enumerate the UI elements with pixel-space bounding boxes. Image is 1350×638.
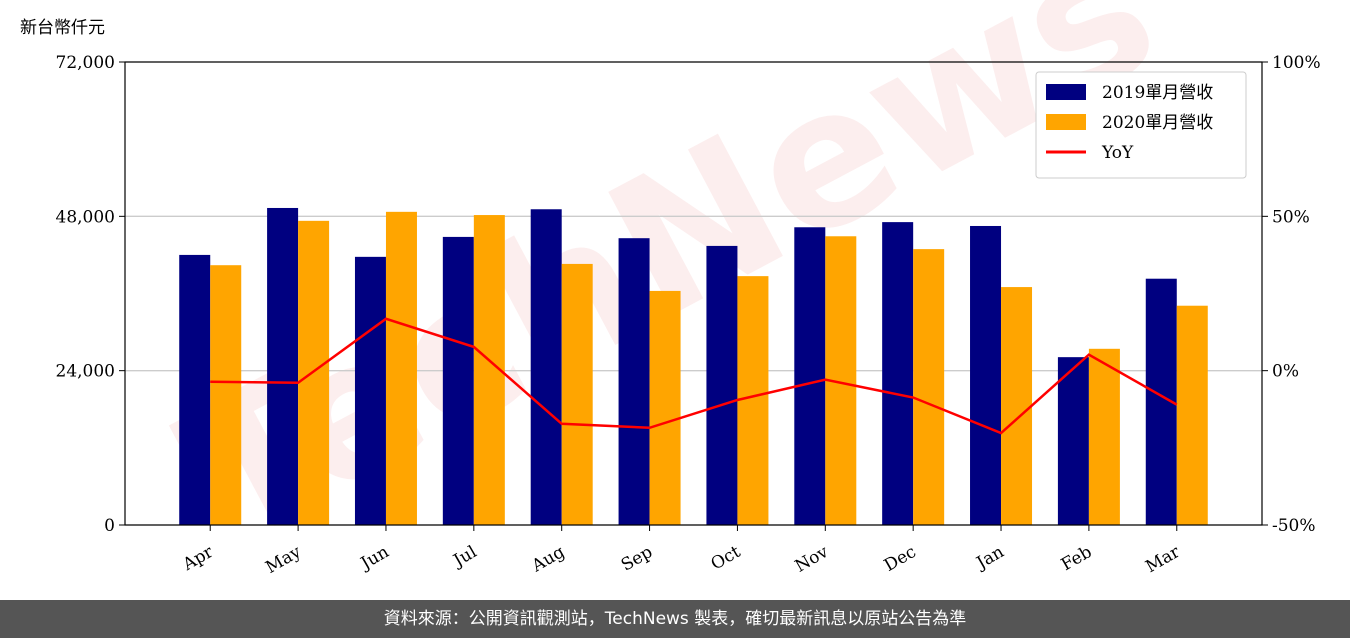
bar [267,207,299,525]
bar [737,276,769,525]
bar [649,290,681,525]
x-tick-label: Jun [356,542,393,575]
bar [618,238,650,526]
x-tick-label: Mar [1142,542,1184,578]
legend-box [1035,71,1247,179]
bar [210,265,242,525]
bar [530,209,562,526]
bar [1088,348,1120,525]
chart: 新台幣仟元 TechNews 024,00048,00072,000-50%0%… [20,0,1321,588]
y-tick-label: 24,000 [56,362,115,382]
legend-label: 2020單月營收 [1102,113,1213,133]
bar [561,263,593,525]
bar [1057,357,1089,525]
y2-tick-label: -50% [1272,516,1316,536]
y2-tick-label: 100% [1272,53,1321,73]
bar [706,245,738,526]
legend-swatch [1046,84,1086,100]
bar [882,222,914,525]
y2-tick-label: 50% [1272,207,1310,227]
y-tick-label: 72,000 [56,53,115,73]
x-tick-label: Nov [792,542,832,577]
y-tick-label: 48,000 [56,207,115,227]
bar [354,256,386,525]
legend-label: YoY [1101,143,1134,163]
legend-label: 2019單月營收 [1102,83,1213,103]
bar [442,236,474,525]
bar [970,225,1002,525]
bar [385,211,417,525]
x-tick-label: Dec [881,542,920,576]
line [210,317,1178,435]
plot-frame [124,61,1263,526]
x-tick-label: Oct [708,542,744,575]
bar [179,254,211,525]
x-tick-label: Apr [179,542,218,576]
bar [1001,287,1033,525]
bar [794,227,826,526]
y-tick-label: 0 [104,516,115,536]
y-axis-label: 新台幣仟元 [20,18,105,38]
x-tick-label: Feb [1058,542,1096,575]
x-tick-label: Jul [449,542,481,572]
bar [1176,305,1208,525]
y2-tick-label: 0% [1272,362,1299,382]
legend-swatch [1046,114,1086,130]
x-tick-label: Aug [528,542,569,577]
x-tick-label: Sep [618,542,656,576]
footer: 資料來源：公開資訊觀測站，TechNews 製表，確切最新訊息以原站公告為準 [0,600,1350,638]
bar [913,249,945,526]
x-tick-label: Jan [972,542,1008,574]
